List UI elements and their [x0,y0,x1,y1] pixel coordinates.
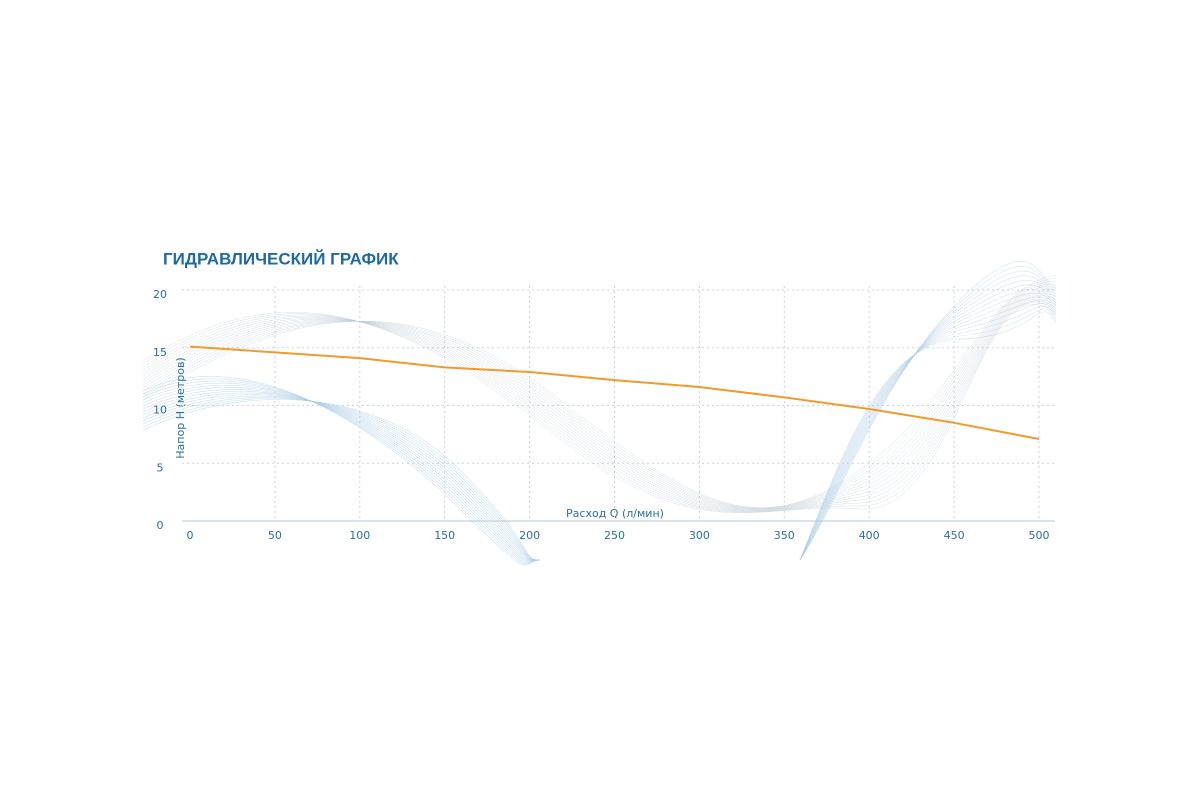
decor-wave [799,308,1057,561]
decor-wave [142,382,541,563]
decor-wave [142,297,1057,512]
decor-wave [142,288,1057,510]
decor-wave [799,296,1057,561]
decor-wave [799,292,1057,561]
x-tick-label: 300 [689,529,710,542]
y-tick-label: 15 [153,346,167,359]
decor-wave [799,266,1057,561]
decor-wave [142,397,541,561]
decor-wave [142,380,541,564]
decor-wave [142,304,1057,513]
decor-wave [142,283,1057,509]
decor-wave [799,303,1057,561]
decor-wave [142,394,541,561]
x-axis-label: Расход Q (л/мин) [566,507,664,520]
x-tick-label: 400 [859,529,880,542]
decor-wave [142,300,1057,513]
y-tick-label: 0 [157,519,164,532]
x-tick-label: 500 [1029,529,1050,542]
decor-wave [142,302,1057,513]
decor-wave [142,277,1057,509]
x-tick-label: 200 [519,529,540,542]
decor-wave [142,384,541,562]
decor-wave [142,376,541,566]
y-tick-label: 5 [157,461,164,474]
decor-wave [142,274,1057,508]
decor-wave [142,291,1057,511]
chart-title: ГИДРАВЛИЧЕСКИЙ ГРАФИК [163,249,399,268]
decor-wave [142,395,541,561]
decor-wave [142,389,541,561]
decor-wave [799,311,1057,561]
decor-wave [142,293,1057,511]
decor-wave [799,280,1057,561]
x-tick-label: 350 [774,529,795,542]
decor-wave [142,399,541,561]
x-tick-label: 50 [268,529,282,542]
decor-wave [142,390,541,561]
y-axis-label: Напор Н (метров) [174,357,187,458]
y-tick-label: 20 [153,288,167,301]
y-tick-label: 10 [153,404,167,417]
x-tick-label: 250 [604,529,625,542]
decor-wave [142,398,541,561]
x-tick-label: 450 [944,529,965,542]
x-tick-label: 100 [349,529,370,542]
x-tick-label: 0 [187,529,194,542]
decor [142,261,1057,566]
decor-wave [142,378,541,565]
data-line [189,345,1040,440]
decor-wave [142,295,1057,511]
decor-wave [799,288,1057,561]
x-tick-label: 150 [434,529,455,542]
decor-wave [142,387,541,562]
decor-wave [142,280,1057,509]
decor-wave [142,286,1057,510]
decor-wave [799,275,1057,561]
decor-wave [799,270,1057,561]
decor-wave [142,298,1057,512]
decor-wave [799,300,1057,561]
decor-wave [142,392,541,561]
